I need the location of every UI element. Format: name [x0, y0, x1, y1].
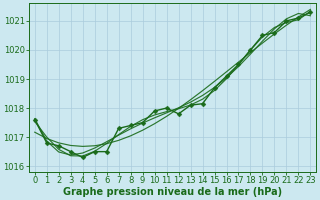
- X-axis label: Graphe pression niveau de la mer (hPa): Graphe pression niveau de la mer (hPa): [63, 187, 282, 197]
